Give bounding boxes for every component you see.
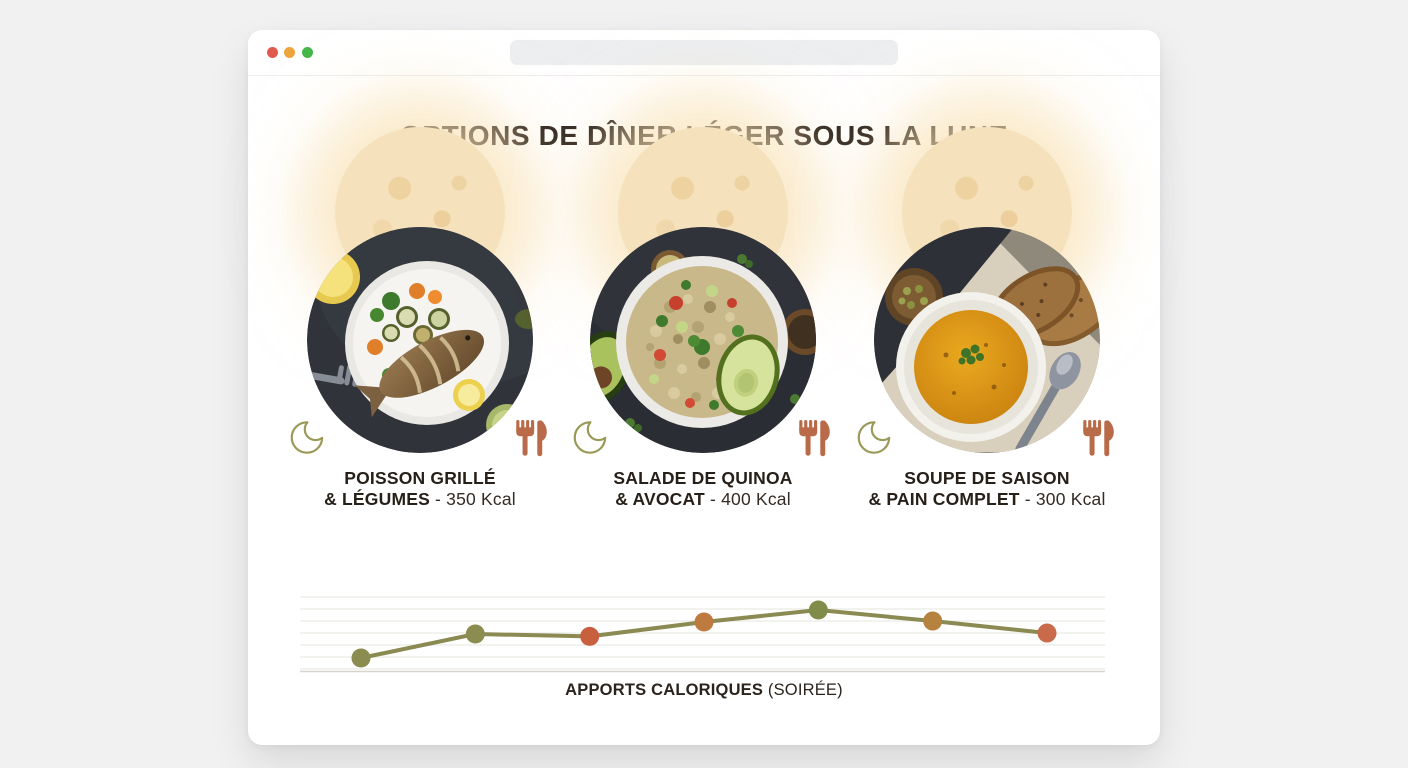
dish-name-line2: & AVOCAT	[615, 488, 705, 509]
chart-data-point	[923, 611, 943, 631]
chart-data-point	[694, 612, 714, 632]
chart-data-point	[351, 648, 371, 668]
chart-data-point	[465, 624, 485, 644]
food-photo	[307, 227, 533, 453]
address-bar[interactable]	[510, 40, 898, 65]
dinner-option-card: SALADE DE QUINOA & AVOCAT - 400 Kcal	[553, 30, 853, 509]
dish-name-line1: SOUPE DE SAISON	[904, 468, 1070, 488]
dish-label: SOUPE DE SAISON & PAIN COMPLET - 300 Kca…	[817, 468, 1157, 509]
food-photo	[590, 227, 816, 453]
chart-caption: APPORTS CALORIQUES (SOIRÉE)	[248, 681, 1160, 700]
fork-and-knife-icon	[1083, 420, 1114, 457]
dinner-option-card: POISSON GRILLÉ & LÉGUMES - 350 Kcal	[270, 30, 570, 509]
chart-caption-regular: (SOIRÉE)	[767, 681, 843, 699]
moon-icon	[573, 421, 607, 454]
fork-and-knife-icon	[799, 420, 830, 457]
fork-and-knife-icon	[516, 420, 547, 457]
dish-name-line1: SALADE DE QUINOA	[613, 468, 793, 488]
minimize-button[interactable]	[284, 47, 295, 58]
maximize-button[interactable]	[302, 47, 313, 58]
moon-icon	[290, 421, 324, 454]
dish-label: POISSON GRILLÉ & LÉGUMES - 350 Kcal	[250, 468, 590, 509]
browser-window: OPTIONS DE DÎNER LÉGER SOUS LA LUNE	[248, 30, 1160, 745]
dish-kcal: - 400 Kcal	[704, 488, 791, 509]
dish-kcal: - 300 Kcal	[1019, 488, 1106, 509]
calorie-chart-svg	[300, 596, 1105, 673]
dish-label: SALADE DE QUINOA & AVOCAT - 400 Kcal	[533, 468, 873, 509]
moon-icon	[857, 421, 891, 454]
close-button[interactable]	[267, 47, 278, 58]
chart-caption-bold: APPORTS CALORIQUES	[565, 681, 764, 699]
chart-data-point	[580, 626, 600, 646]
dish-name-line2: & PAIN COMPLET	[868, 488, 1020, 509]
dish-kcal: - 350 Kcal	[429, 488, 516, 509]
food-photo	[874, 227, 1100, 453]
dish-name-line1: POISSON GRILLÉ	[344, 468, 496, 488]
calorie-chart	[300, 590, 1105, 680]
chart-data-point	[1037, 623, 1057, 643]
dinner-option-card: SOUPE DE SAISON & PAIN COMPLET - 300 Kca…	[837, 30, 1137, 509]
dish-name-line2: & LÉGUMES	[324, 488, 430, 509]
chart-data-point	[808, 600, 828, 620]
